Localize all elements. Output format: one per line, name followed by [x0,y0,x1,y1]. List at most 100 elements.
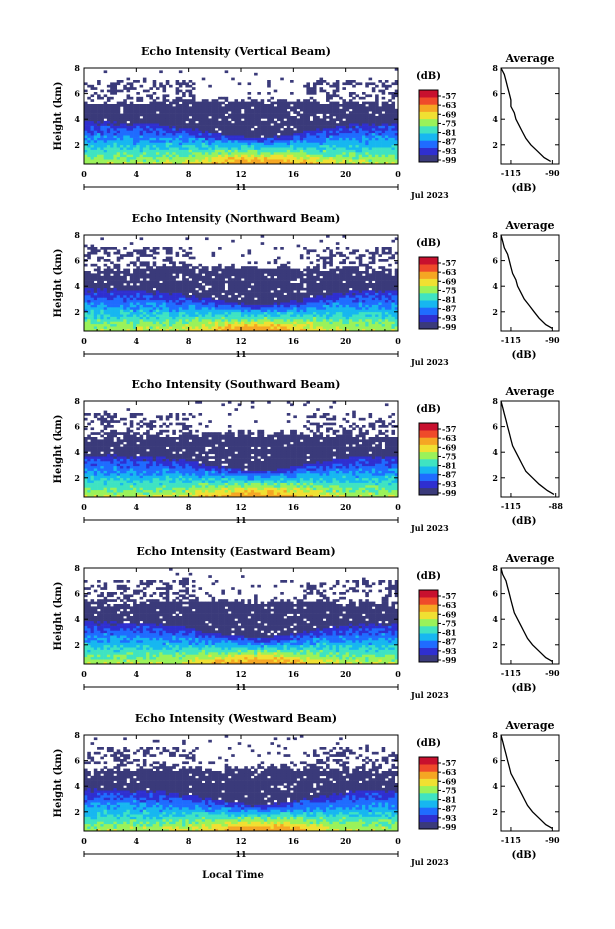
colorbar-frame [418,256,439,330]
profile-frame [500,67,560,165]
profile-line [500,734,553,829]
colorbar-unit: (dB) [416,738,441,749]
colorbar-tick-label: -93 [442,646,457,656]
colorbar-segment [419,654,438,663]
profile-y-tick-label: 6 [492,256,498,266]
profile-x-tick-label: -90 [545,335,560,345]
heatmap-cells [84,68,399,165]
colorbar-segment [419,423,438,431]
profile-frame [500,734,560,832]
profile-y-tick-label: 8 [492,563,498,573]
profile-line [500,234,553,329]
x-tick-label: 0 [395,669,401,679]
colorbar-tick-label: -63 [442,433,457,443]
x-tick-label: 20 [340,836,352,846]
colorbar-tick-label: -57 [442,758,456,768]
colorbar-segment [419,314,438,323]
month-year-label: Jul 2023 [410,857,449,867]
heatmap-title: Echo Intensity (Southward Beam) [132,378,341,391]
y-tick-label: 4 [74,614,80,624]
colorbar-tick-label: -87 [442,804,456,814]
colorbar-tick-label: -99 [442,488,457,498]
colorbar-segment [419,147,438,156]
profile-x-label: (dB) [512,183,537,194]
colorbar-segment [419,814,438,823]
x-tick-label: 20 [340,169,352,179]
y-tick-label: 6 [74,89,80,99]
colorbar-tick-label: -93 [442,146,457,156]
month-year-label: Jul 2023 [410,190,449,200]
profile-y-tick-label: 8 [492,230,498,240]
x-axis-label: Local Time [202,870,264,881]
colorbar-segment [419,430,438,438]
profile-y-tick-label: 4 [492,281,498,291]
colorbar-segment [419,604,438,612]
x-tick-label: 4 [134,169,140,179]
colorbar-tick-label: -69 [442,109,457,119]
colorbar-tick-label: -81 [442,128,456,138]
colorbar-segment [419,757,438,765]
profile-y-tick-label: 2 [492,807,498,817]
profile-title: Average [504,385,554,398]
colorbar-segment [419,321,438,330]
profile-frame [500,234,560,332]
y-axis-label: Height (km) [53,415,64,484]
colorbar-segment [419,647,438,656]
y-axis-label: Height (km) [53,749,64,818]
colorbar-segment [419,126,438,134]
colorbar-segment [419,307,438,315]
x-tick-label: 0 [81,669,87,679]
colorbar-tick-label: -57 [442,591,456,601]
day-label: 11 [235,349,246,359]
x-tick-label: 0 [81,169,87,179]
x-tick-label: 0 [395,169,401,179]
profile-x-label: (dB) [512,516,537,527]
day-label: 11 [235,515,246,525]
y-tick-label: 8 [74,63,80,73]
month-year-label: Jul 2023 [410,523,449,533]
x-tick-label: 4 [134,836,140,846]
colorbar-segment [419,111,438,120]
colorbar-segment [419,271,438,279]
colorbar-segment [419,154,438,163]
profile-x-label: (dB) [512,350,537,361]
colorbar-segment [419,590,438,598]
y-tick-label: 8 [74,563,80,573]
profile-frame [500,400,560,498]
colorbar-tick-label: -57 [442,258,456,268]
profile-x-tick-label: -88 [548,501,563,511]
y-tick-label: 2 [74,807,80,817]
profile-x-tick-label: -115 [501,335,521,345]
profile-line [500,67,552,162]
x-tick-label: 12 [235,502,246,512]
colorbar-tick-label: -81 [442,795,456,805]
x-tick-label: 16 [288,336,300,346]
y-tick-label: 8 [74,396,80,406]
profile-y-tick-label: 8 [492,396,498,406]
x-tick-label: 0 [81,502,87,512]
profile-x-label: (dB) [512,683,537,694]
colorbar-segment [419,487,438,496]
y-axis-label: Height (km) [53,582,64,651]
colorbar-segment [419,771,438,779]
profile-y-tick-label: 8 [492,63,498,73]
colorbar-tick-label: -99 [442,322,457,332]
profile-y-tick-label: 4 [492,447,498,457]
y-tick-label: 4 [74,781,80,791]
y-tick-label: 8 [74,730,80,740]
colorbar-tick-label: -87 [442,137,456,147]
month-year-label: Jul 2023 [410,357,449,367]
colorbar-tick-label: -75 [442,118,456,128]
colorbar-segment [419,821,438,830]
y-tick-label: 6 [74,589,80,599]
profile-x-tick-label: -90 [545,668,560,678]
colorbar-segment [419,285,438,294]
colorbar-segment [419,300,438,308]
profile-x-tick-label: -90 [545,835,560,845]
colorbar-tick-label: -69 [442,276,457,286]
heatmap-cells [84,568,399,665]
profile-x-tick-label: -115 [501,501,521,511]
profile-y-tick-label: 2 [492,640,498,650]
heatmap-cells [84,235,399,332]
